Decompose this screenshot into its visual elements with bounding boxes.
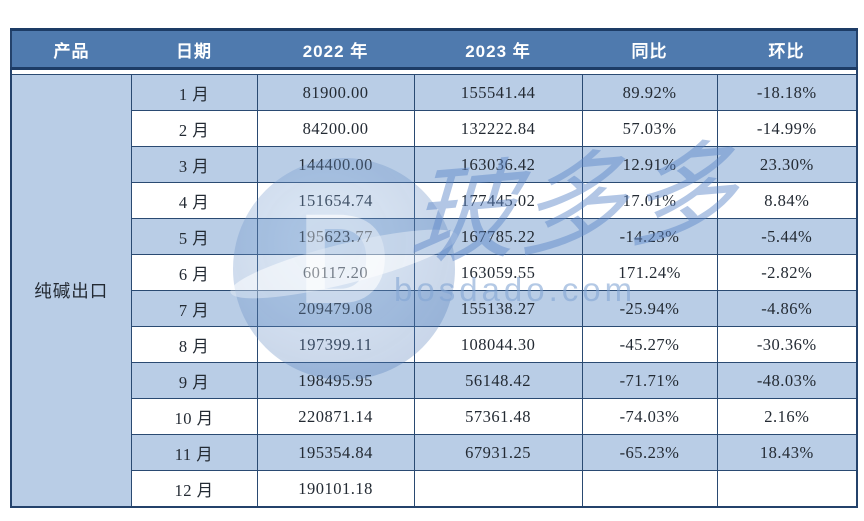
cell-y2023: 56148.42: [413, 362, 583, 399]
cell-y2022: 198495.95: [256, 362, 415, 399]
cell-y2023: 167785.22: [413, 218, 583, 255]
cell-month: 12 月: [130, 470, 258, 508]
cell-yoy: -65.23%: [581, 434, 718, 471]
table-row: 12 月 190101.18: [11, 470, 858, 508]
table-row: 4 月 151654.74 177445.02 17.01% 8.84%: [11, 182, 858, 219]
cell-y2023: 67931.25: [413, 434, 583, 471]
header-row: 产品 日期 2022 年 2023 年 同比 环比: [11, 29, 857, 70]
cell-yoy: -74.03%: [581, 398, 718, 435]
cell-y2022: 190101.18: [256, 470, 415, 508]
table-row: 5 月 195623.77 167785.22 -14.23% -5.44%: [11, 218, 858, 255]
cell-y2023: 132222.84: [413, 110, 583, 147]
cell-y2023: 163036.42: [413, 146, 583, 183]
header-product: 产品: [11, 29, 131, 70]
cell-y2023: 163059.55: [413, 254, 583, 291]
table-row: 9 月 198495.95 56148.42 -71.71% -48.03%: [11, 362, 858, 399]
cell-month: 9 月: [130, 362, 258, 399]
cell-y2022: 60117.20: [256, 254, 415, 291]
cell-mom: 23.30%: [716, 146, 858, 183]
cell-mom: -30.36%: [716, 326, 858, 363]
cell-mom: -48.03%: [716, 362, 858, 399]
cell-y2023: 177445.02: [413, 182, 583, 219]
cell-mom: -14.99%: [716, 110, 858, 147]
cell-yoy: 89.92%: [581, 74, 718, 111]
cell-mom: 2.16%: [716, 398, 858, 435]
cell-mom: 18.43%: [716, 434, 858, 471]
cell-month: 7 月: [130, 290, 258, 327]
cell-yoy: 171.24%: [581, 254, 718, 291]
cell-month: 4 月: [130, 182, 258, 219]
cell-month: 10 月: [130, 398, 258, 435]
cell-mom: -2.82%: [716, 254, 858, 291]
cell-month: 3 月: [130, 146, 258, 183]
export-data-table: 产品 日期 2022 年 2023 年 同比 环比 纯碱出口 1 月 81900.0…: [10, 28, 858, 508]
cell-yoy: 57.03%: [581, 110, 718, 147]
cell-month: 11 月: [130, 434, 258, 471]
cell-yoy: 17.01%: [581, 182, 718, 219]
cell-y2022: 151654.74: [256, 182, 415, 219]
monthly-export-table: 产品 日期 2022 年 2023 年 同比 环比 纯碱出口 1 月 81900.0…: [10, 28, 858, 508]
cell-month: 5 月: [130, 218, 258, 255]
cell-y2022: 197399.11: [256, 326, 415, 363]
cell-y2022: 209479.08: [256, 290, 415, 327]
cell-yoy: -45.27%: [581, 326, 718, 363]
cell-y2022: 220871.14: [256, 398, 415, 435]
table-row: 3 月 144400.00 163036.42 12.91% 23.30%: [11, 146, 858, 183]
cell-yoy: -25.94%: [581, 290, 718, 327]
table-row: 纯碱出口 1 月 81900.00 155541.44 89.92% -18.18%: [10, 74, 858, 508]
cell-y2023: 57361.48: [413, 398, 583, 435]
cell-y2022: 195623.77: [256, 218, 415, 255]
cell-y2023: [413, 470, 583, 508]
cell-mom: -5.44%: [716, 218, 858, 255]
cell-y2023: 155138.27: [413, 290, 583, 327]
header-mom: 环比: [717, 29, 857, 70]
cell-yoy: 12.91%: [581, 146, 718, 183]
cell-mom: [716, 470, 858, 508]
table-row: 11 月 195354.84 67931.25 -65.23% 18.43%: [11, 434, 858, 471]
table-row: 8 月 197399.11 108044.30 -45.27% -30.36%: [11, 326, 858, 363]
header-gap-cell: [11, 68, 857, 75]
cell-yoy: [581, 470, 718, 508]
table-body: 纯碱出口 1 月 81900.00 155541.44 89.92% -18.18% 2 月…: [10, 68, 858, 508]
header-yoy: 同比: [582, 29, 717, 70]
cell-y2023: 155541.44: [413, 74, 583, 111]
header-date: 日期: [131, 29, 257, 70]
cell-month: 8 月: [130, 326, 258, 363]
header-gap-row: [11, 68, 857, 75]
cell-mom: 8.84%: [716, 182, 858, 219]
table-row: 10 月 220871.14 57361.48 -74.03% 2.16%: [11, 398, 858, 435]
table-row: 6 月 60117.20 163059.55 171.24% -2.82%: [11, 254, 858, 291]
cell-mom: -4.86%: [716, 290, 858, 327]
cell-yoy: -71.71%: [581, 362, 718, 399]
cell-yoy: -14.23%: [581, 218, 718, 255]
cell-month: 2 月: [130, 110, 258, 147]
cell-y2022: 84200.00: [256, 110, 415, 147]
cell-y2022: 81900.00: [256, 74, 415, 111]
table-row: 2 月 84200.00 132222.84 57.03% -14.99%: [11, 110, 858, 147]
product-cell: 纯碱出口: [10, 74, 132, 508]
cell-mom: -18.18%: [716, 74, 858, 111]
cell-month: 1 月: [130, 74, 258, 111]
cell-month: 6 月: [130, 254, 258, 291]
cell-y2022: 195354.84: [256, 434, 415, 471]
table-row: 7 月 209479.08 155138.27 -25.94% -4.86%: [11, 290, 858, 327]
cell-y2022: 144400.00: [256, 146, 415, 183]
cell-y2023: 108044.30: [413, 326, 583, 363]
header-2023: 2023 年: [414, 29, 582, 70]
header-2022: 2022 年: [257, 29, 414, 70]
